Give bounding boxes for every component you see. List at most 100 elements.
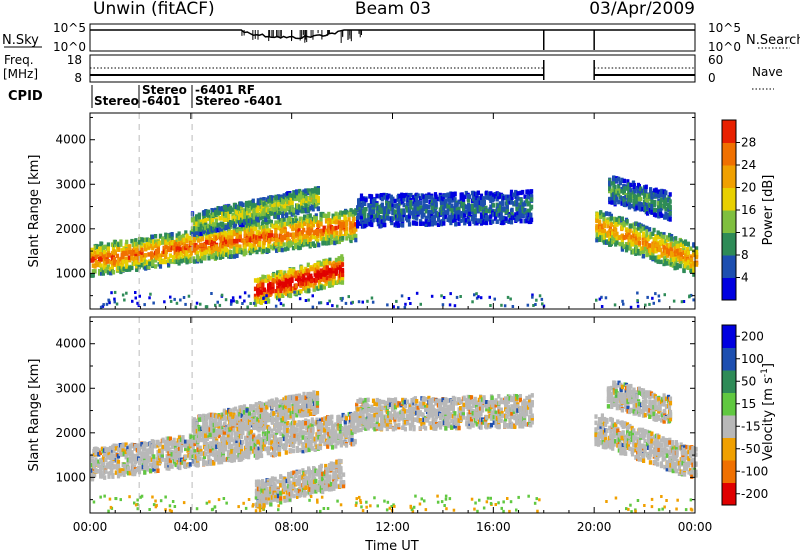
heatmap-cell — [364, 222, 368, 228]
heatmap-cell — [506, 295, 510, 299]
heatmap-cell — [654, 248, 658, 253]
heatmap-cell — [349, 211, 353, 217]
heatmap-cell — [382, 192, 386, 198]
heatmap-cell — [433, 192, 438, 197]
heatmap-cell — [281, 293, 285, 298]
heatmap-cell — [476, 218, 480, 223]
heatmap-cell — [626, 186, 630, 191]
heatmap-cell — [595, 228, 599, 233]
heatmap-cell — [334, 266, 338, 272]
heatmap-cell — [643, 241, 647, 247]
heatmap-cell — [319, 268, 323, 273]
heatmap-cell — [658, 208, 663, 214]
heatmap-cell — [450, 203, 454, 208]
heatmap-cell — [278, 218, 282, 223]
heatmap-cell — [515, 202, 519, 207]
heatmap-cell — [436, 222, 441, 227]
heatmap-cell — [225, 247, 229, 253]
heatmap-cell — [516, 206, 520, 212]
heatmap-cell — [595, 237, 599, 243]
heatmap-cell — [468, 208, 472, 213]
heatmap-cell — [300, 278, 304, 283]
heatmap-cell — [448, 303, 452, 307]
heatmap-cell — [657, 189, 661, 194]
heatmap-cell — [121, 259, 125, 264]
heatmap-cell — [351, 300, 354, 304]
heatmap-cell — [137, 465, 141, 471]
heatmap-cell — [307, 188, 311, 194]
heatmap-cell — [152, 301, 155, 305]
heatmap-cell — [662, 234, 666, 240]
heatmap-cell — [191, 256, 196, 261]
heatmap-cell — [208, 217, 213, 223]
heatmap-cell — [656, 259, 660, 264]
heatmap-cell — [649, 234, 653, 239]
heatmap-cell — [146, 467, 150, 472]
heatmap-cell — [126, 446, 130, 451]
heatmap-cell — [664, 197, 668, 202]
heatmap-cell — [340, 280, 345, 285]
heatmap-cell — [468, 194, 472, 199]
power-ylabel: Slant Range [km] — [27, 155, 42, 268]
heatmap-cell — [331, 240, 335, 245]
heatmap-cell — [473, 212, 477, 217]
heatmap-cell — [193, 226, 197, 231]
heatmap-cell — [267, 299, 271, 304]
heatmap-cell — [283, 270, 287, 275]
heatmap-cell — [167, 262, 171, 267]
heatmap-cell — [406, 208, 410, 213]
heatmap-cell — [662, 232, 666, 237]
heatmap-cell — [243, 299, 246, 303]
heatmap-cell — [252, 234, 256, 239]
heatmap-cell — [409, 192, 413, 198]
heatmap-cell — [502, 220, 506, 225]
heatmap-cell — [505, 204, 509, 210]
heatmap-cell — [145, 462, 149, 468]
heatmap-cell — [666, 253, 670, 258]
heatmap-cell — [311, 190, 315, 195]
heatmap-cell — [299, 289, 303, 294]
heatmap-cell — [336, 304, 339, 308]
heatmap-cell — [240, 250, 244, 255]
heatmap-cell — [628, 239, 632, 244]
heatmap-cell — [100, 241, 104, 247]
heatmap-cell — [462, 217, 466, 222]
heatmap-cell — [608, 236, 612, 242]
heatmap-cell — [664, 215, 668, 220]
heatmap-cell — [268, 228, 272, 233]
heatmap-cell — [628, 224, 632, 229]
heatmap-cell — [660, 213, 664, 218]
heatmap-cell — [668, 232, 672, 238]
heatmap-cell — [664, 201, 668, 207]
nave-tick-low: 0 — [708, 71, 716, 85]
heatmap-cell — [345, 222, 349, 227]
heatmap-cell — [392, 305, 395, 309]
heatmap-cell — [195, 226, 199, 232]
heatmap-cell — [185, 238, 189, 244]
cpid-entry-3: -6401 — [142, 94, 180, 108]
heatmap-cell — [302, 192, 306, 197]
heatmap-cell — [343, 227, 347, 232]
heatmap-cell — [195, 244, 199, 250]
heatmap-cell — [473, 201, 477, 206]
heatmap-cell — [523, 207, 527, 213]
heatmap-cell — [278, 298, 281, 302]
heatmap-cell — [204, 228, 208, 233]
heatmap-cell — [224, 205, 228, 210]
heatmap-cell — [290, 269, 294, 274]
heatmap-cell — [140, 241, 144, 246]
heatmap-cell — [288, 282, 293, 287]
heatmap-cell — [317, 242, 321, 248]
heatmap-cell — [613, 189, 617, 195]
heatmap-cell — [193, 232, 197, 237]
heatmap-cell — [214, 255, 218, 260]
heatmap-cell — [634, 232, 638, 237]
heatmap-cell — [419, 302, 422, 306]
heatmap-cell — [664, 261, 668, 266]
heatmap-cell — [514, 189, 518, 195]
heatmap-cell — [291, 232, 296, 237]
heatmap-cell — [683, 258, 688, 263]
heatmap-cell — [146, 448, 150, 453]
heatmap-cell — [608, 186, 612, 191]
heatmap-cell — [272, 273, 276, 278]
